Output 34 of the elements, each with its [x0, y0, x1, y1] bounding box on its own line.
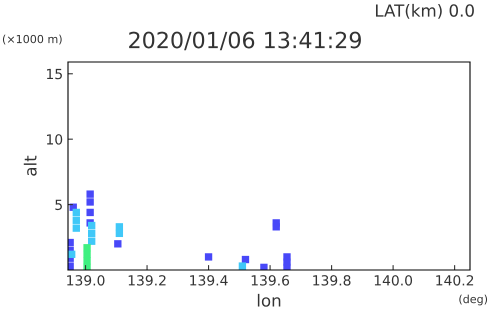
point — [83, 244, 91, 252]
point — [86, 190, 94, 198]
x-tick-label: 139.6 — [252, 275, 290, 286]
point — [68, 250, 76, 258]
point — [72, 224, 80, 232]
y-axis-title: alt — [24, 156, 37, 176]
text: (×1000 m) — [2, 34, 62, 45]
point — [238, 262, 246, 270]
y-tick-label: 15 — [46, 68, 62, 80]
point — [88, 222, 96, 230]
point — [116, 223, 124, 231]
point — [88, 230, 96, 238]
y-tick-label: 5 — [55, 200, 62, 210]
text: (deg) — [459, 294, 488, 306]
chart-title: 2020/01/06 13:41:29 — [129, 32, 361, 50]
point — [272, 219, 280, 227]
point — [88, 238, 96, 245]
point — [86, 208, 94, 216]
text: LAT(km) 0.0 — [376, 4, 474, 19]
x-tick-label: 140.2 — [436, 275, 474, 286]
x-tick-label: 139.0 — [67, 275, 104, 286]
x-tick-label: 140.0 — [374, 275, 412, 286]
y-tick-label: 10 — [46, 134, 62, 145]
x-tick-label: 139.8 — [313, 275, 351, 286]
x-tick-label: 139.2 — [128, 275, 166, 286]
point — [72, 216, 80, 224]
point — [86, 198, 94, 206]
x-tick-label: 139.4 — [190, 275, 228, 286]
point — [283, 253, 291, 261]
point — [204, 253, 212, 261]
point — [72, 208, 80, 216]
point — [114, 240, 122, 248]
x-axis-title: lon — [258, 294, 280, 307]
point — [260, 264, 268, 270]
